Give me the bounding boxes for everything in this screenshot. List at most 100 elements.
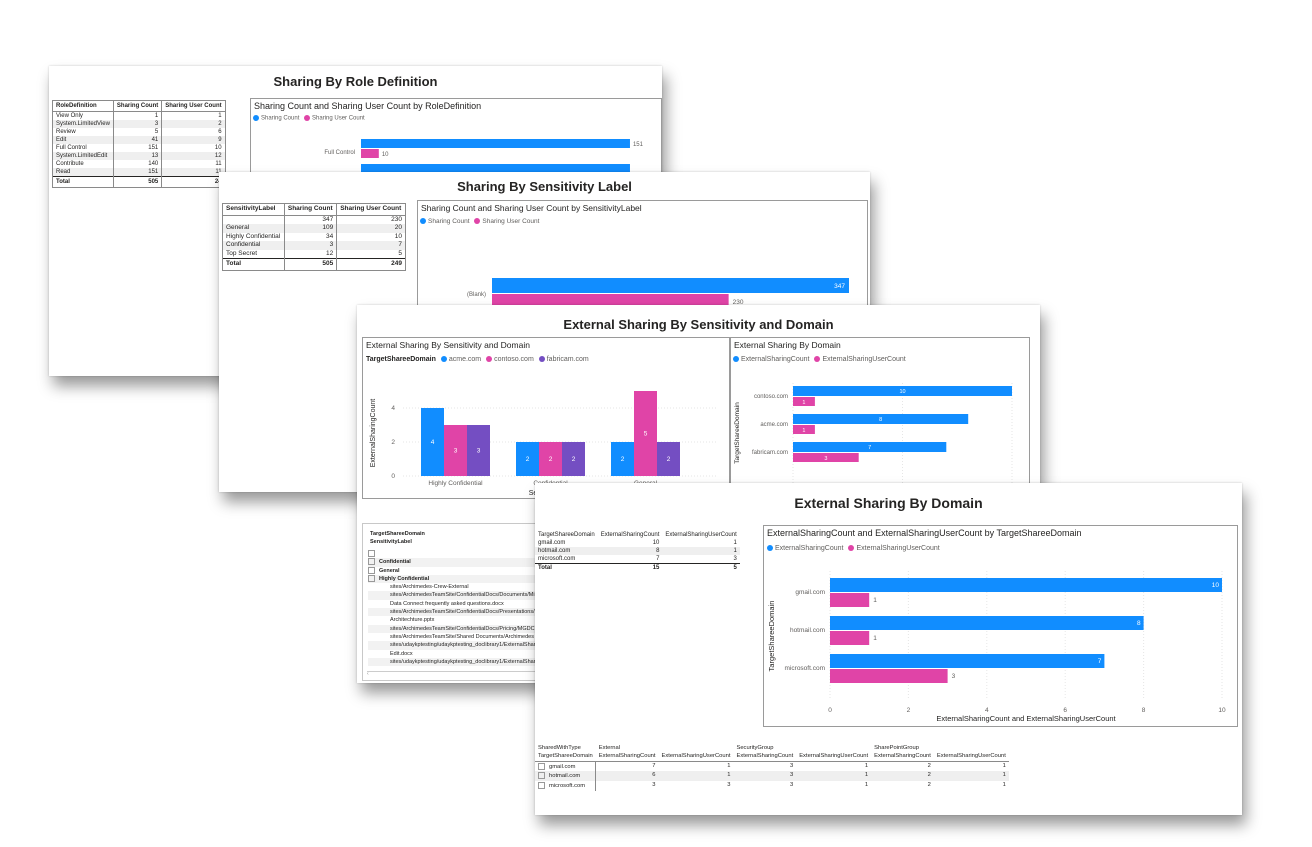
table-row[interactable]: General 109 20 — [222, 224, 406, 233]
tree-row[interactable]: Edit.docx — [368, 650, 553, 658]
table-cell: 12 — [161, 152, 226, 160]
expand-toggle-icon[interactable] — [538, 762, 545, 770]
table-cell: 11 — [161, 168, 226, 177]
total-cell: Total — [222, 258, 285, 271]
table-row[interactable]: Edit 41 9 — [52, 136, 226, 144]
legend-dot-blue — [733, 356, 739, 363]
y-axis-title: TargetShareeDomain — [767, 601, 776, 672]
sensitivity-domain-column-chart: External Sharing By Sensitivity and Doma… — [362, 337, 730, 499]
tree-row[interactable]: sites/ArchimedesTeamSite/ConfidentialDoc… — [368, 591, 553, 600]
tree-row[interactable]: Data Connect frequently asked questions.… — [368, 600, 553, 608]
tree-header: TargetShareeDomain SensitivityLabel — [370, 530, 425, 546]
horizontal-scrollbar[interactable]: ‹ — [367, 671, 547, 677]
tree-row-label: sites/ArchimedesTeamSite/ConfidentialDoc… — [390, 625, 535, 632]
matrix-header-cell — [659, 745, 734, 753]
table-cell: 347 — [283, 215, 338, 224]
bar-external-sharing-count — [830, 654, 1105, 668]
column-data-label: 3 — [477, 448, 481, 455]
tree-row[interactable]: sites/ArchimedesTeamSite/ConfidentialDoc… — [368, 624, 553, 633]
table-row[interactable]: 347 230 — [222, 215, 406, 224]
tree-row[interactable]: Highly Confidential — [368, 574, 553, 584]
bar-data-label: 8 — [1137, 620, 1141, 627]
table-row[interactable]: Highly Confidential 34 10 — [222, 232, 406, 241]
tree-row-label: sites/ArchimedesTeamSite/ConfidentialDoc… — [390, 592, 535, 599]
table-row[interactable]: Confidential 3 7 — [222, 241, 406, 250]
table-row[interactable]: System.LimitedEdit 13 12 — [52, 152, 226, 160]
matrix-row[interactable]: gmail.com 7 1 3 1 2 1 — [535, 761, 1009, 772]
x-tick-label: 2 — [907, 707, 911, 714]
expand-toggle-icon[interactable] — [368, 566, 375, 574]
tree-row[interactable]: sites/udaykptesting/udaykptesting_doclib… — [368, 641, 553, 650]
table-row[interactable]: Contribute 140 11 — [52, 160, 226, 168]
table-cell: 3 — [112, 120, 163, 128]
total-cell: 5 — [662, 563, 740, 572]
chart-legend: TargetShareeDomain acme.com contoso.com … — [366, 356, 589, 363]
bar-external-sharing-user-count — [793, 453, 859, 462]
column-header: Sharing User Count — [336, 203, 406, 216]
matrix-cell: 1 — [796, 771, 871, 781]
bar-external-sharing-user-count — [830, 669, 948, 683]
legend-dot-blue — [440, 356, 447, 363]
table-row[interactable]: hotmail.com 8 1 — [535, 547, 740, 555]
y-tick-label: 2 — [391, 439, 395, 446]
table-row[interactable]: microsoft.com 7 3 — [535, 555, 740, 564]
matrix-cell: gmail.com — [535, 761, 597, 772]
tree-row[interactable]: sites/udaykptesting/udaykptesting_doclib… — [368, 657, 553, 667]
matrix-cell: 1 — [934, 761, 1009, 771]
table-cell: Read — [52, 168, 114, 177]
table-cell: Review — [52, 128, 114, 136]
chart-legend: ExternalSharingCount ExternalSharingUser… — [733, 356, 906, 363]
bar-data-label: 1 — [802, 400, 805, 406]
matrix-row[interactable]: microsoft.com 3 3 3 1 2 1 — [535, 781, 1009, 792]
expand-toggle-icon[interactable] — [368, 550, 375, 558]
column-data-label: 4 — [431, 439, 435, 446]
matrix-cell-value: 3 — [727, 782, 731, 789]
table-row[interactable]: View Only 1 1 — [52, 111, 226, 120]
table-row[interactable]: Full Control 151 10 — [52, 144, 226, 152]
bar-external-sharing-count — [830, 616, 1144, 630]
tree-row[interactable]: Confidential — [368, 558, 553, 567]
tree-row[interactable] — [368, 550, 553, 558]
matrix-cell-value: 3 — [789, 772, 794, 779]
category-label: (Blank) — [467, 292, 486, 298]
tree-row[interactable]: Architechture.pptx — [368, 616, 553, 624]
matrix-cell: 3 — [733, 781, 796, 791]
table-cell: 20 — [336, 224, 406, 233]
expand-toggle-icon[interactable] — [368, 558, 375, 566]
table-row[interactable]: Review 5 6 — [52, 128, 226, 136]
tree-row[interactable]: sites/Archimedes-Crew-External — [368, 583, 553, 591]
total-cell: 505 — [112, 176, 163, 188]
card-title: Sharing By Role Definition — [273, 74, 438, 89]
y-category-label: gmail.com — [795, 589, 825, 596]
matrix-cell-value: 2 — [927, 762, 931, 769]
expand-toggle-icon[interactable] — [538, 782, 545, 790]
table-row[interactable]: Read15111 — [52, 168, 226, 177]
table-cell: 10 — [652, 540, 660, 546]
tree-row-label: sites/Archimedes-Crew-External — [390, 584, 469, 591]
expand-toggle-icon[interactable] — [368, 574, 375, 582]
table-row[interactable]: Top Secret 12 5 — [222, 249, 406, 259]
matrix-header-cell: SecurityGroup — [736, 745, 774, 751]
bar-external-sharing-user-count — [793, 425, 815, 434]
column-data-label: 5 — [644, 431, 648, 438]
tree-row[interactable]: General — [368, 566, 553, 575]
bar-data-label: 347 — [834, 283, 845, 290]
card-title: Sharing By Sensitivity Label — [457, 179, 632, 194]
tree-row[interactable]: sites/ArchimedesTeamSite/Shared Document… — [368, 633, 553, 641]
legend-dot-blue — [420, 218, 426, 225]
bar-data-label: 1 — [873, 597, 877, 604]
external-domain-bars: 0 2 4 6 8 10 ExternalSharingCount and External… — [767, 571, 1226, 723]
matrix-cell: 2 — [871, 761, 934, 771]
legend-dot-blue — [253, 115, 259, 121]
matrix-cell-value: gmail.com — [549, 763, 576, 770]
table-row[interactable]: gmail.com 10 1 — [535, 539, 740, 547]
tree-row[interactable]: sites/ArchimedesTeamSite/ConfidentialDoc… — [368, 608, 553, 617]
bar-external-sharing-user-count — [830, 593, 870, 607]
table-cell: 34 — [283, 232, 338, 241]
table-row[interactable]: System.LimitedView 3 2 — [52, 120, 226, 128]
legend-dot-pink — [304, 115, 311, 121]
table-cell: 12 — [283, 249, 338, 259]
matrix-row[interactable]: hotmail.com 6 1 3 1 2 1 — [535, 771, 1009, 782]
expand-toggle-icon[interactable] — [538, 772, 545, 780]
column-bar — [421, 408, 444, 476]
